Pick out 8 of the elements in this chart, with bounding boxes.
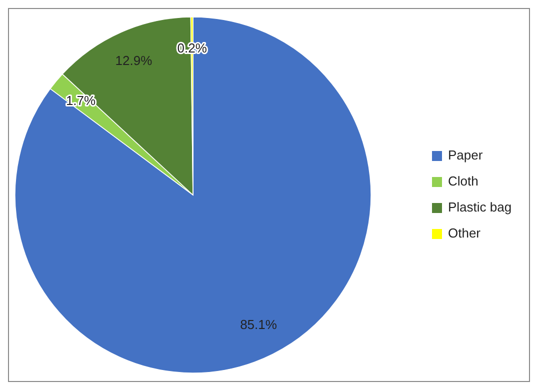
data-label: 12.9% — [115, 53, 153, 68]
data-label: 0.2% — [177, 40, 208, 56]
pie-slice — [14, 16, 372, 374]
legend-label: Paper — [448, 147, 484, 162]
legend-label: Plastic bag — [448, 199, 512, 214]
data-label: 85.1% — [240, 316, 278, 332]
legend-label: Cloth — [448, 173, 478, 188]
legend-label: Other — [448, 225, 482, 240]
